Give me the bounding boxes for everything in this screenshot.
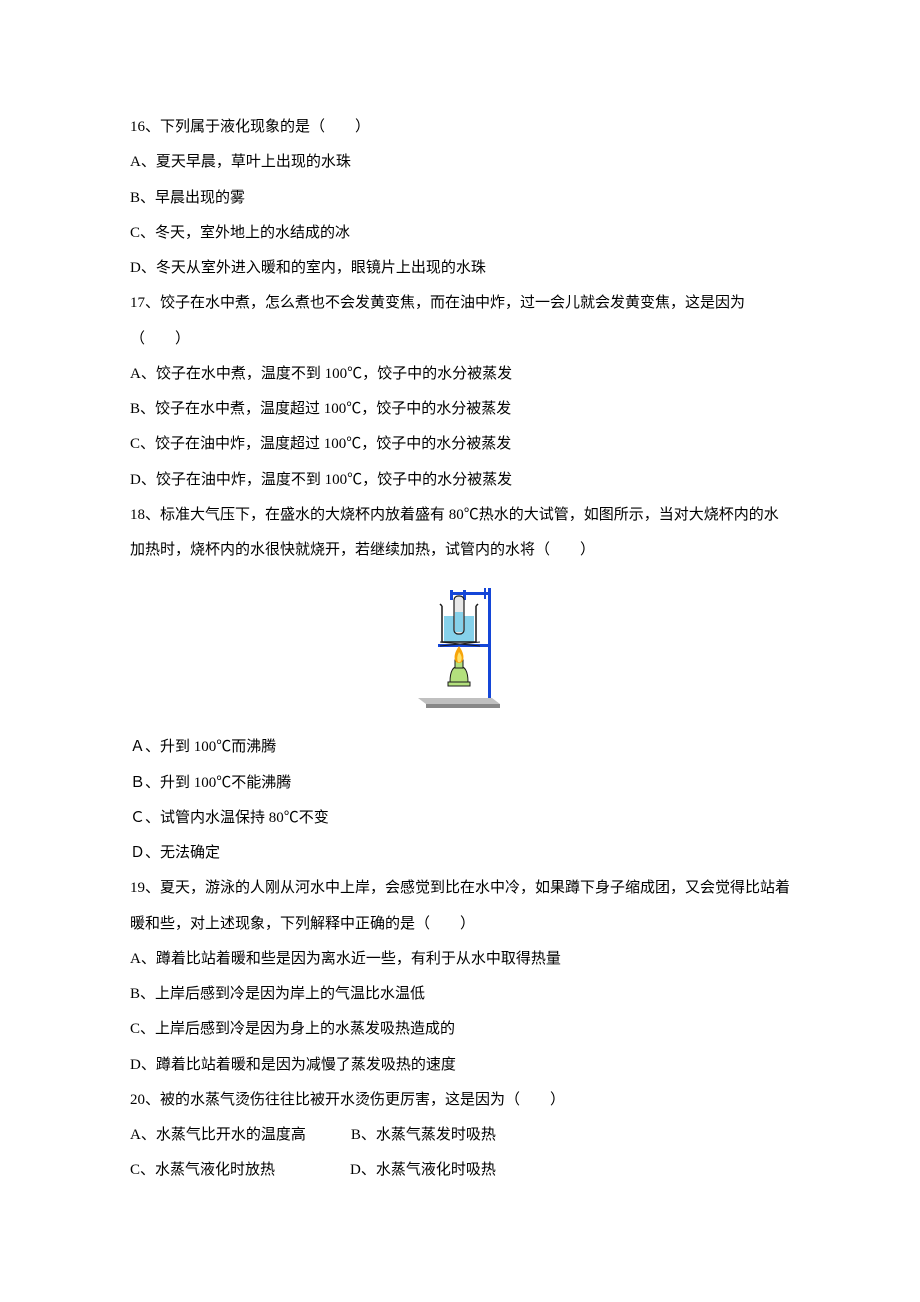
apparatus-diagram-icon xyxy=(400,582,520,710)
q20-options-row1: A、水蒸气比开水的温度高 B、水蒸气蒸发时吸热 xyxy=(130,1118,790,1153)
q16-option-d: D、冬天从室外进入暖和的室内，眼镜片上出现的水珠 xyxy=(130,251,790,286)
q19-option-a: A、蹲着比站着暖和些是因为离水近一些，有利于从水中取得热量 xyxy=(130,942,790,977)
q17-option-d: D、饺子在油中炸，温度不到 100℃，饺子中的水分被蒸发 xyxy=(130,463,790,498)
q16-option-a: A、夏天早晨，草叶上出现的水珠 xyxy=(130,145,790,180)
q19-option-b: B、上岸后感到冷是因为岸上的气温比水温低 xyxy=(130,977,790,1012)
q18-option-c: Ｃ、试管内水温保持 80℃不变 xyxy=(130,801,790,836)
q17-option-b: B、饺子在水中煮，温度超过 100℃，饺子中的水分被蒸发 xyxy=(130,392,790,427)
q18-option-a: Ａ、升到 100℃而沸腾 xyxy=(130,730,790,765)
q16-option-b: B、早晨出现的雾 xyxy=(130,181,790,216)
q20-options-row2: C、水蒸气液化时放热 D、水蒸气液化时吸热 xyxy=(130,1153,790,1188)
q18-stem: 18、标准大气压下，在盛水的大烧杯内放着盛有 80℃热水的大试管，如图所示，当对… xyxy=(130,498,790,569)
q17-option-a: A、饺子在水中煮，温度不到 100℃，饺子中的水分被蒸发 xyxy=(130,357,790,392)
q16-option-c: C、冬天，室外地上的水结成的冰 xyxy=(130,216,790,251)
q19-stem: 19、夏天，游泳的人刚从河水中上岸，会感觉到比在水中冷，如果蹲下身子缩成团，又会… xyxy=(130,871,790,942)
q18-option-d: Ｄ、无法确定 xyxy=(130,836,790,871)
q17-option-c: C、饺子在油中炸，温度超过 100℃，饺子中的水分被蒸发 xyxy=(130,427,790,462)
q18-figure xyxy=(130,582,790,714)
q18-option-b: Ｂ、升到 100℃不能沸腾 xyxy=(130,766,790,801)
q17-stem: 17、饺子在水中煮，怎么煮也不会发黄变焦，而在油中炸，过一会儿就会发黄变焦，这是… xyxy=(130,286,790,357)
exam-page: 16、下列属于液化现象的是（ ） A、夏天早晨，草叶上出现的水珠 B、早晨出现的… xyxy=(0,0,920,1302)
q16-stem: 16、下列属于液化现象的是（ ） xyxy=(130,110,790,145)
q19-option-d: D、蹲着比站着暖和是因为减慢了蒸发吸热的速度 xyxy=(130,1048,790,1083)
q19-option-c: C、上岸后感到冷是因为身上的水蒸发吸热造成的 xyxy=(130,1012,790,1047)
q20-stem: 20、被的水蒸气烫伤往往比被开水烫伤更厉害，这是因为（ ） xyxy=(130,1083,790,1118)
